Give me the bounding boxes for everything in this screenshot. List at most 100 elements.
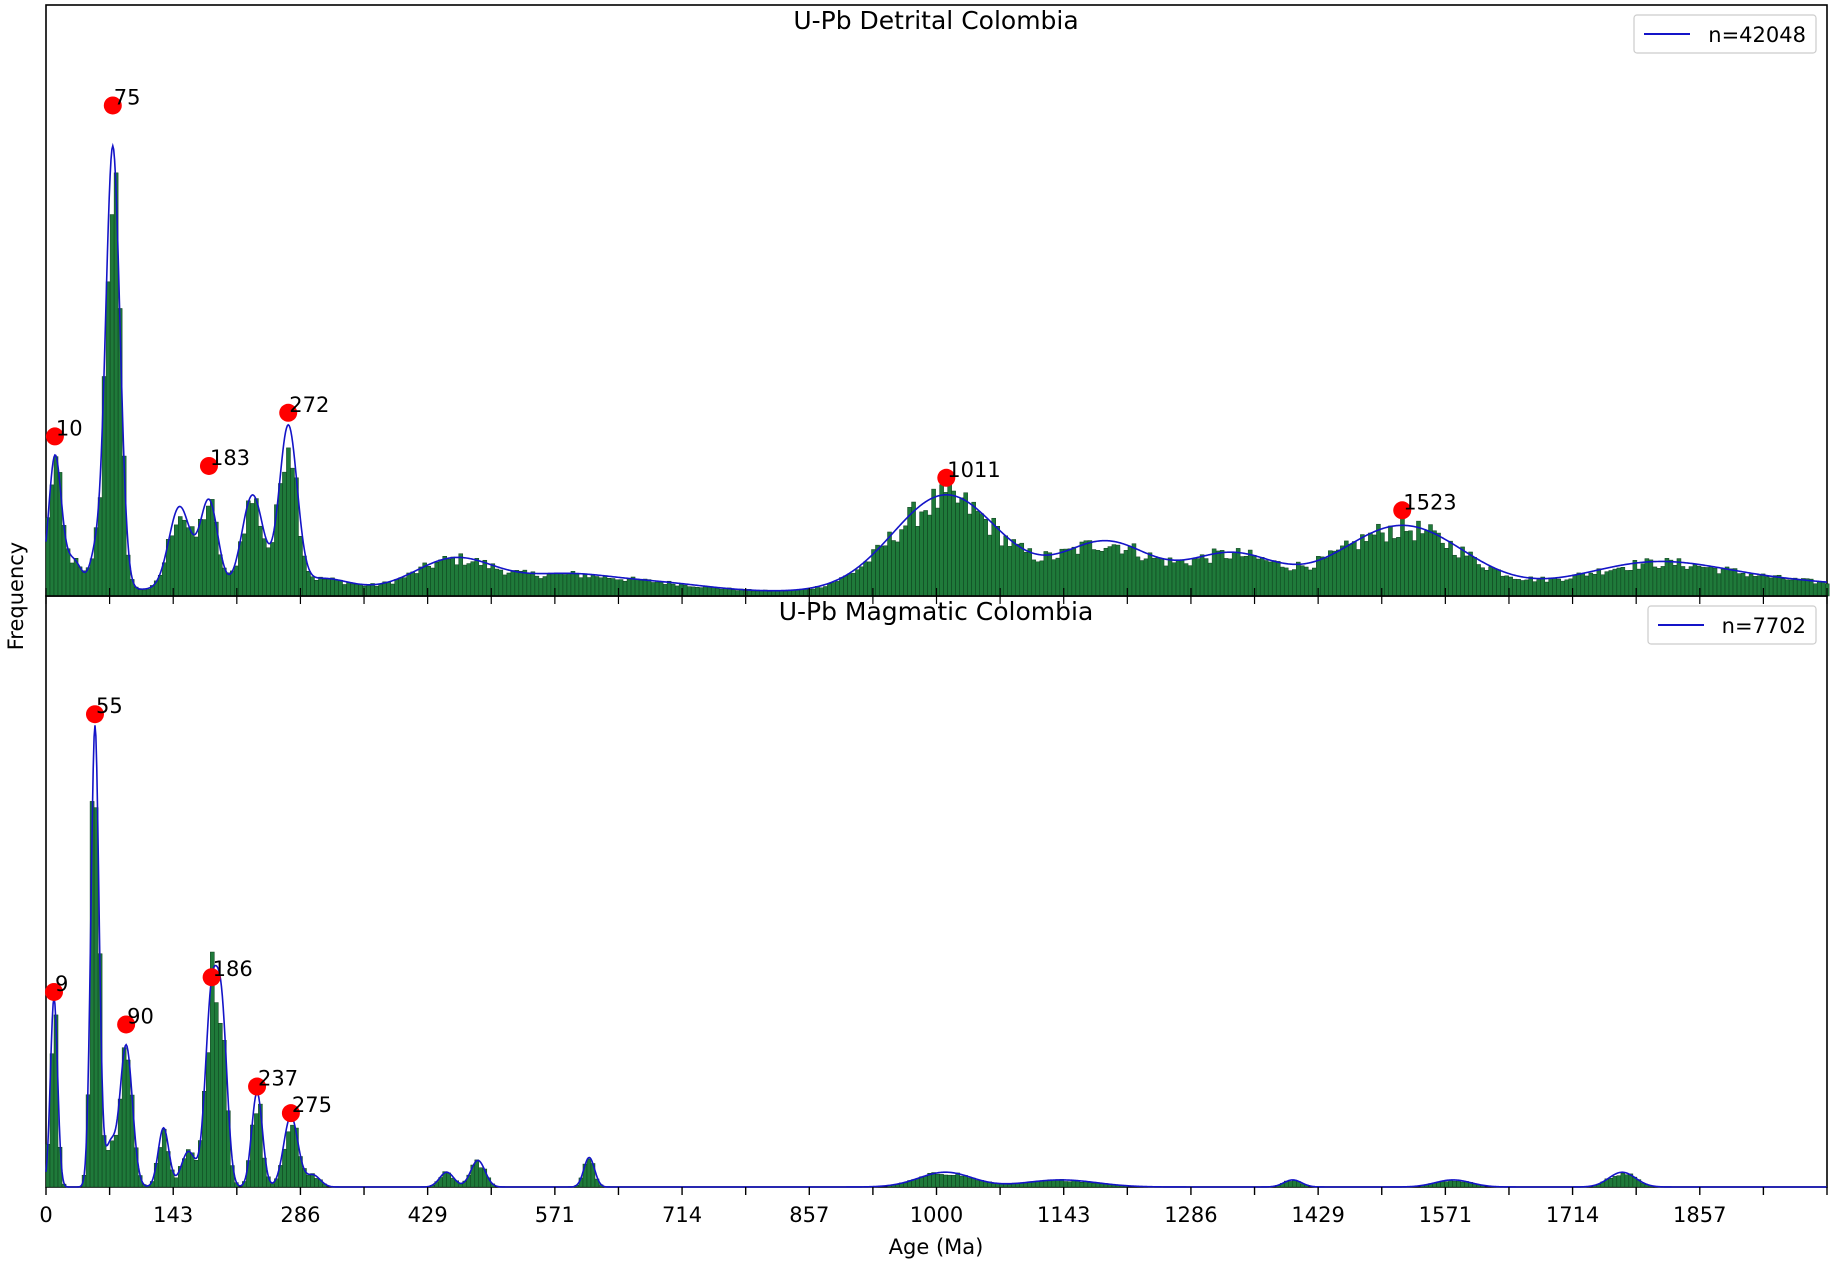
detrital-bar [1404,531,1409,597]
detrital-bar [470,561,476,597]
detrital-bar [1644,558,1650,597]
detrital-bar [1167,557,1173,597]
detrital-bar [1748,573,1754,597]
detrital-bar [1500,575,1505,597]
x-tick-label: 1857 [1673,1203,1726,1227]
detrital-bar [991,517,996,597]
magmatic-bar [967,1177,972,1188]
magmatic-bar [286,1131,291,1188]
detrital-bar [1484,569,1489,597]
detrital-bar [995,526,1000,597]
detrital-bar [410,571,415,597]
detrital-bar [1580,573,1586,597]
detrital-bar [1247,549,1253,597]
detrital-bar [1352,541,1357,597]
magmatic-bar [1620,1172,1626,1188]
detrital-bar [109,214,115,597]
magmatic-bar [947,1174,952,1188]
detrital-bar [1432,530,1437,597]
detrital-bar [1095,550,1101,597]
magmatic-bar [113,1134,119,1188]
magmatic-bar [586,1158,592,1188]
detrital-bar [654,581,660,597]
detrital-bar [971,501,976,597]
detrital-bar [987,534,992,597]
detrital-bar [947,482,952,597]
detrital-bar [1420,533,1425,597]
detrital-bar [1231,551,1237,597]
detrital-bar [1796,579,1802,597]
magmatic-bars [45,801,1654,1188]
detrital-bar [1532,581,1537,597]
detrital-bar [1151,557,1157,597]
detrital-bar [1364,541,1369,597]
detrital-bar [919,511,924,597]
detrital-bar [871,549,876,597]
detrital-bar [1243,555,1249,597]
detrital-bar [1396,537,1401,597]
detrital-bar [1524,579,1529,597]
magmatic-bar [314,1178,319,1188]
x-tick-label: 1286 [1164,1203,1217,1227]
detrital-bar [658,582,664,597]
detrital-bar [931,488,936,597]
detrital-bar [1083,540,1089,597]
detrital-bar [1091,549,1097,597]
detrital-bar [963,492,968,597]
detrital-bar [105,281,111,597]
magmatic-bar [161,1128,167,1188]
detrital-bar [218,554,223,597]
detrital-bar [1720,568,1726,597]
detrital-bar [538,578,544,597]
detrital-bar [546,574,552,597]
magmatic-peak-label: 275 [292,1093,332,1117]
detrital-bar [1043,551,1049,597]
detrital-bar [1079,541,1085,597]
detrital-bar [787,590,792,597]
magmatic-bar [458,1183,464,1188]
detrital-bar [811,588,816,597]
detrital-bar [1536,579,1541,597]
detrital-bar [230,570,235,597]
detrital-bar [819,587,824,597]
magmatic-bar [105,1150,111,1188]
detrital-bar [330,577,335,597]
detrital-bar [202,519,207,597]
detrital-peak-marker [45,427,64,446]
detrital-bar [851,572,856,597]
detrital-bar [1528,576,1533,597]
magmatic-bar [1624,1174,1630,1188]
magmatic-bar [1456,1180,1461,1188]
detrital-bar [1400,516,1405,597]
detrital-bar [1516,579,1521,597]
detrital-bar [674,585,680,597]
magmatic-bar [1091,1182,1097,1188]
detrital-bar [843,575,848,597]
detrital-bar [1027,548,1033,597]
magmatic-bar [1444,1181,1449,1188]
detrital-bar [1688,566,1694,597]
detrital-bar [270,542,275,597]
detrital-bar [759,590,764,597]
detrital-bar [1143,558,1149,597]
x-tick-label: 429 [408,1203,448,1227]
detrital-bar [262,538,267,597]
detrital-bar [1560,580,1565,597]
detrital-bar [722,588,728,597]
detrital-bar [570,571,576,597]
detrital-bar [530,571,536,597]
detrital-bar [282,471,287,597]
detrital-bar [1279,566,1285,597]
detrital-bar [1147,552,1153,597]
detrital-bar [626,578,632,597]
x-tick-label: 1571 [1419,1203,1472,1227]
detrital-bar [875,544,880,597]
detrital-peak-label: 272 [289,393,329,417]
detrital-bar [883,545,888,597]
detrital-bar [1267,561,1273,597]
detrital-bar [1600,574,1606,597]
magmatic-peak-marker [248,1077,267,1096]
magmatic-bar [1608,1178,1614,1188]
detrital-bar [1604,571,1610,597]
magmatic-bar [935,1173,940,1188]
